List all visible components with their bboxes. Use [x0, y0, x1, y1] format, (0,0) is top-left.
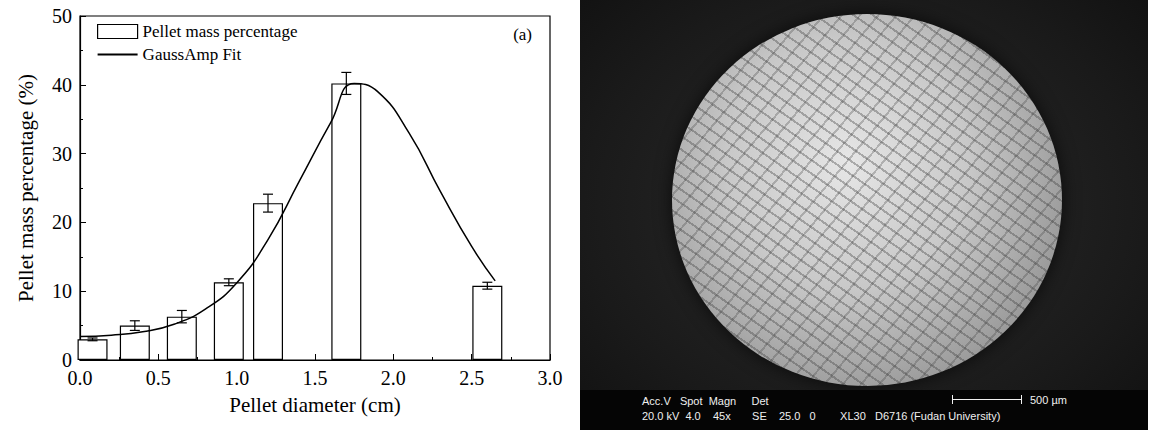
svg-text:20: 20 [52, 211, 72, 233]
svg-text:10: 10 [52, 280, 72, 302]
html-text:20.0 kV 4.0 45x SE 25.0 0 XL30: 20.0 kV 4.0 45x SE 25.0 0 XL30 D6716 (Fu… [642, 410, 1001, 422]
svg-text:Pellet mass percentage: Pellet mass percentage [143, 22, 298, 41]
svg-text:2.5: 2.5 [459, 367, 484, 389]
svg-text:0.5: 0.5 [146, 367, 171, 389]
html-text:500 µm: 500 µm [1030, 394, 1067, 406]
svg-text:1.5: 1.5 [303, 367, 328, 389]
svg-text:GaussAmp Fit: GaussAmp Fit [143, 45, 242, 64]
svg-text:2.0: 2.0 [381, 367, 406, 389]
svg-text:40: 40 [52, 74, 72, 96]
svg-text:0.0: 0.0 [68, 367, 93, 389]
svg-text:0: 0 [62, 349, 72, 371]
svg-text:50: 50 [52, 5, 72, 27]
svg-text:30: 30 [52, 143, 72, 165]
svg-text:Pellet diameter (cm): Pellet diameter (cm) [229, 393, 400, 417]
svg-text:1.0: 1.0 [224, 367, 249, 389]
svg-text:(a): (a) [513, 25, 532, 44]
html-text:Acc.V Spot Magn Det: Acc.V Spot Magn Det [642, 395, 769, 407]
svg-text:3.0: 3.0 [538, 367, 563, 389]
svg-text:Pellet mass percentage (%): Pellet mass percentage (%) [14, 74, 38, 302]
